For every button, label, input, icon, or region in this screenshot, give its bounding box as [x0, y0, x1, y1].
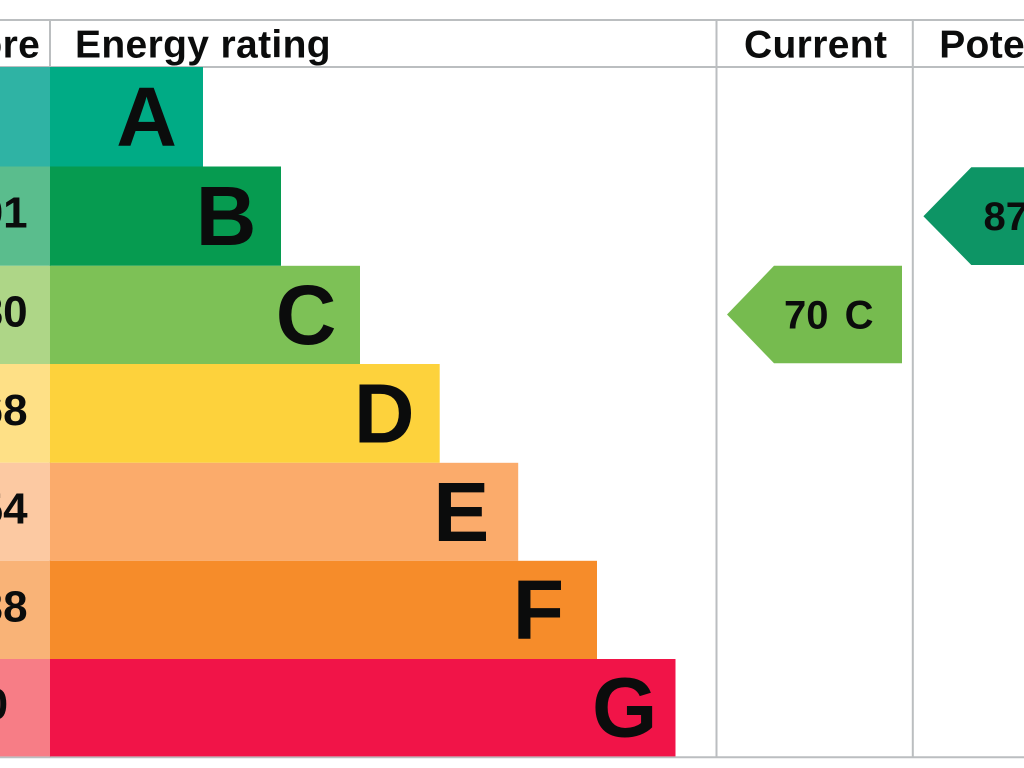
svg-text:Energy rating: Energy rating: [75, 24, 331, 67]
svg-text:F: F: [513, 563, 564, 657]
svg-text:A: A: [116, 70, 177, 164]
svg-text:G: G: [592, 661, 657, 755]
svg-text:39-54: 39-54: [0, 484, 28, 533]
svg-text:1-20: 1-20: [0, 680, 8, 729]
svg-text:81-91: 81-91: [0, 189, 28, 238]
svg-text:B: B: [196, 169, 257, 263]
svg-text:21-38: 21-38: [0, 582, 28, 631]
svg-text:69-80: 69-80: [0, 287, 28, 336]
svg-text:87 B: 87 B: [984, 195, 1024, 239]
svg-text:55-68: 55-68: [0, 386, 28, 435]
svg-text:Score: Score: [0, 24, 40, 67]
svg-text:D: D: [354, 366, 415, 460]
svg-text:Potential: Potential: [939, 24, 1024, 67]
svg-text:E: E: [433, 465, 489, 559]
svg-text:70 C: 70 C: [784, 294, 874, 338]
svg-text:C: C: [276, 268, 337, 362]
svg-text:Current: Current: [744, 24, 887, 67]
